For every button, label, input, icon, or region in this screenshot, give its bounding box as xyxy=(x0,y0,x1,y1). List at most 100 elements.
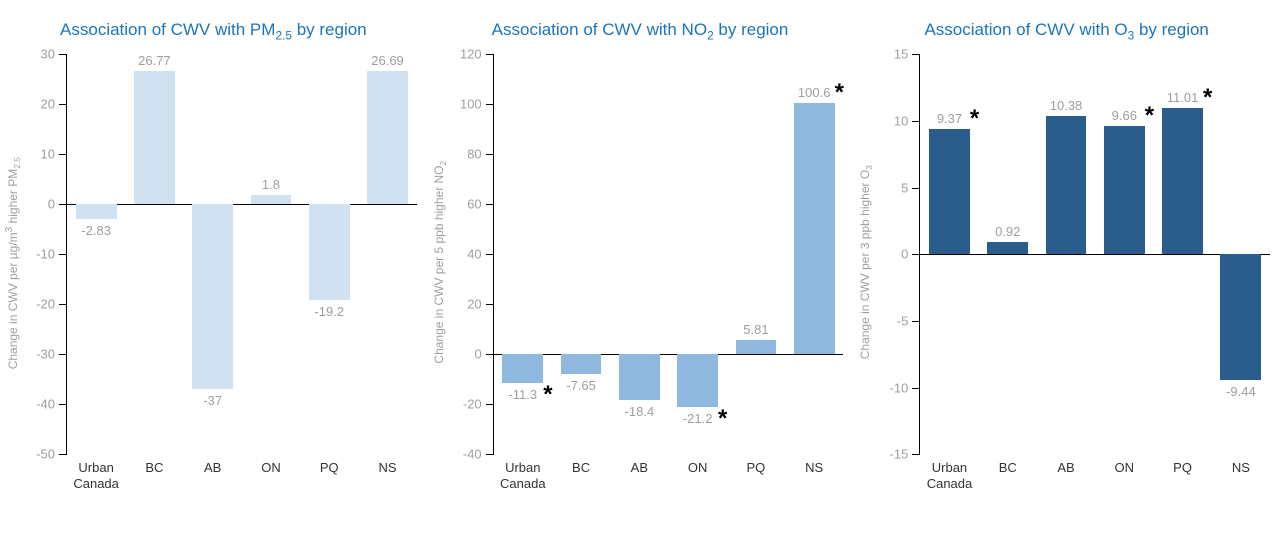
y-tick xyxy=(486,154,494,155)
y-tick-label: 10 xyxy=(872,114,908,129)
bar-slot: -21.2*ON xyxy=(669,54,727,454)
bar-slot: -18.4AB xyxy=(610,54,668,454)
bar-slot: 9.37*Urban Canada xyxy=(920,54,978,454)
bar-slot: 1.8ON xyxy=(242,54,300,454)
x-tick-label: BC xyxy=(572,460,590,476)
panel-no2: Association of CWV with NO2 by regionCha… xyxy=(437,20,844,494)
y-tick-label: -40 xyxy=(446,447,482,462)
x-tick-label: BC xyxy=(999,460,1017,476)
bar-slot: -9.44NS xyxy=(1212,54,1270,454)
bar xyxy=(561,354,602,373)
bar-slot: 10.38AB xyxy=(1037,54,1095,454)
y-tick xyxy=(59,454,67,455)
y-tick-label: 100 xyxy=(446,97,482,112)
y-tick xyxy=(912,54,920,55)
bar xyxy=(736,340,777,355)
panel-title: Association of CWV with O3 by region xyxy=(863,20,1270,42)
y-tick xyxy=(486,54,494,55)
x-tick-label: Urban Canada xyxy=(500,460,546,491)
y-tick xyxy=(912,388,920,389)
x-tick-label: ON xyxy=(261,460,281,476)
y-tick-label: -40 xyxy=(19,397,55,412)
y-tick-label: -10 xyxy=(872,380,908,395)
value-label: 1.8 xyxy=(262,177,280,192)
y-tick-label: 10 xyxy=(19,147,55,162)
x-tick-label: PQ xyxy=(747,460,766,476)
bar xyxy=(929,129,970,254)
panel-title: Association of CWV with NO2 by region xyxy=(437,20,844,42)
x-tick-label: NS xyxy=(378,460,396,476)
y-tick-label: 80 xyxy=(446,147,482,162)
bar xyxy=(367,71,408,204)
bar-slot: -37AB xyxy=(184,54,242,454)
y-tick-label: 0 xyxy=(872,247,908,262)
bar-slot: 0.92BC xyxy=(979,54,1037,454)
value-label: 5.81 xyxy=(743,322,768,337)
chart-wrap: Change in CWV per µg/m3 higher PM2.5-50-… xyxy=(10,54,417,494)
bar-slot: -2.83Urban Canada xyxy=(67,54,125,454)
bar xyxy=(1220,254,1261,380)
y-tick xyxy=(59,404,67,405)
y-tick-label: 5 xyxy=(872,180,908,195)
y-tick xyxy=(59,54,67,55)
value-label: 26.69 xyxy=(371,53,404,68)
x-tick-label: AB xyxy=(204,460,221,476)
value-label: -2.83 xyxy=(81,223,111,238)
x-tick-label: ON xyxy=(1115,460,1135,476)
y-tick xyxy=(59,354,67,355)
x-tick-label: NS xyxy=(805,460,823,476)
chart-wrap: Change in CWV per 3 ppb higher O3-15-10-… xyxy=(863,54,1270,494)
bar xyxy=(794,103,835,355)
y-tick-label: 40 xyxy=(446,247,482,262)
bar xyxy=(251,195,292,204)
chart-area: Change in CWV per µg/m3 higher PM2.5-50-… xyxy=(66,54,417,454)
value-label: -21.2 xyxy=(683,411,713,426)
y-tick xyxy=(486,304,494,305)
bar-slot: 100.6*NS xyxy=(785,54,843,454)
y-tick xyxy=(59,304,67,305)
y-tick-label: 20 xyxy=(446,297,482,312)
bar xyxy=(309,204,350,300)
bar xyxy=(1162,108,1203,255)
y-tick xyxy=(912,254,920,255)
y-tick xyxy=(486,354,494,355)
panel-o3: Association of CWV with O3 by regionChan… xyxy=(863,20,1270,494)
x-tick-label: PQ xyxy=(320,460,339,476)
x-tick-label: PQ xyxy=(1173,460,1192,476)
bar-slot: -19.2PQ xyxy=(300,54,358,454)
bar-slot: 5.81PQ xyxy=(727,54,785,454)
panel-pm25: Association of CWV with PM2.5 by regionC… xyxy=(10,20,417,494)
y-tick xyxy=(486,204,494,205)
value-label: -7.65 xyxy=(566,378,596,393)
bar xyxy=(502,354,543,382)
y-axis-label: Change in CWV per µg/m3 higher PM2.5 xyxy=(4,157,22,369)
y-tick-label: -5 xyxy=(872,314,908,329)
bar xyxy=(1046,116,1087,254)
bar xyxy=(987,242,1028,254)
y-axis-label: Change in CWV per 5 ppb higher NO2 xyxy=(431,161,447,364)
value-label: -11.3 xyxy=(508,387,537,402)
bar xyxy=(619,354,660,400)
y-tick xyxy=(912,121,920,122)
bar xyxy=(1104,126,1145,255)
y-tick-label: 0 xyxy=(446,347,482,362)
bar-slot: 9.66*ON xyxy=(1095,54,1153,454)
bar xyxy=(134,71,175,205)
value-label: 0.92 xyxy=(995,224,1020,239)
y-tick-label: -10 xyxy=(19,247,55,262)
y-tick xyxy=(912,321,920,322)
y-tick-label: -20 xyxy=(19,297,55,312)
bar xyxy=(76,204,117,218)
y-tick-label: -30 xyxy=(19,347,55,362)
y-tick xyxy=(486,254,494,255)
bar-slot: 11.01*PQ xyxy=(1153,54,1211,454)
y-tick-label: -20 xyxy=(446,397,482,412)
value-label: 11.01 xyxy=(1167,90,1199,105)
y-tick xyxy=(912,454,920,455)
y-tick-label: 20 xyxy=(19,97,55,112)
x-tick-label: AB xyxy=(631,460,648,476)
y-tick-label: 120 xyxy=(446,47,482,62)
value-label: 9.37 xyxy=(937,111,962,126)
value-label: -9.44 xyxy=(1226,384,1256,399)
value-label: -18.4 xyxy=(625,404,655,419)
